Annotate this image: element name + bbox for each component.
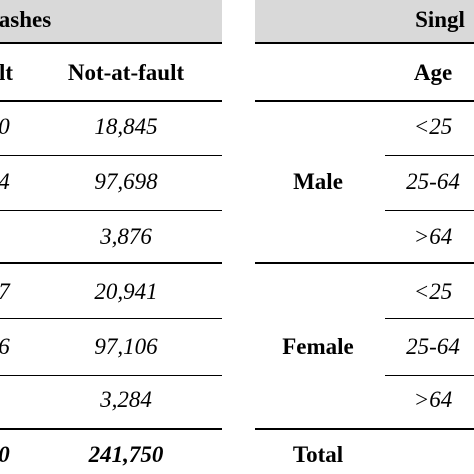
total-cell: 241,750 [88, 442, 164, 467]
cell: <25 [413, 279, 453, 304]
cell: 97,106 [94, 334, 158, 359]
rule [0, 318, 222, 319]
header-band [255, 0, 474, 42]
column-header: Not-at-fault [67, 60, 185, 85]
cell: 4 [0, 169, 10, 195]
rule [0, 428, 222, 430]
rule [0, 100, 222, 102]
total-label: Total [292, 442, 344, 467]
column-header: lt [0, 60, 14, 85]
cell: 20,941 [94, 279, 158, 304]
rule [0, 155, 222, 156]
cell: <25 [413, 114, 453, 139]
rule [385, 155, 474, 156]
rule [385, 318, 474, 319]
header-band [0, 0, 222, 42]
cell: 3,284 [100, 387, 152, 412]
cell: 0 [0, 114, 10, 140]
group-label: Male [293, 169, 343, 194]
rule [255, 42, 474, 44]
rule [385, 210, 474, 211]
rule [0, 262, 222, 264]
rule [0, 210, 222, 211]
cell: 18,845 [94, 114, 158, 139]
left-header: ashes [0, 7, 52, 32]
cell: 7 [0, 279, 10, 305]
cell: 3,876 [100, 224, 152, 249]
cell: 25-64 [406, 169, 460, 194]
cell: >64 [413, 224, 453, 249]
rule [255, 428, 474, 430]
rule [385, 375, 474, 376]
cell: 25-64 [406, 334, 460, 359]
total-cell: 0 [0, 442, 10, 468]
cell: 6 [0, 334, 10, 360]
rule [0, 42, 222, 44]
column-header: Age [413, 60, 453, 85]
rule [255, 100, 474, 102]
cell: >64 [413, 387, 453, 412]
rule [255, 262, 474, 264]
group-label: Female [282, 334, 354, 359]
rule [0, 375, 222, 376]
right-header: Singl [415, 7, 465, 32]
cell: 97,698 [94, 169, 158, 194]
